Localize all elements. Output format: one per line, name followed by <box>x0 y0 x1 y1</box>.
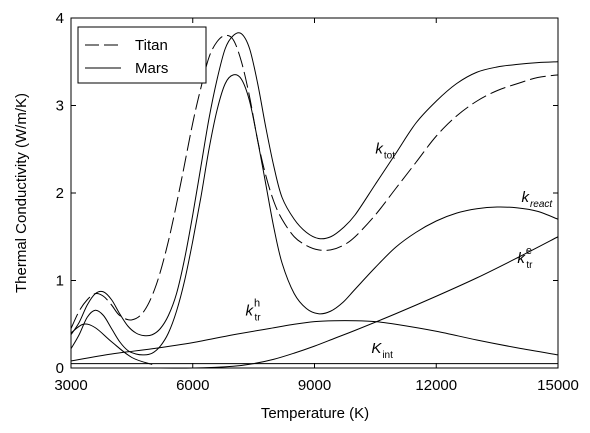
y-axis-label: Thermal Conductivity (W/m/K) <box>13 93 30 293</box>
x-axis-label: Temperature (K) <box>261 405 369 422</box>
curve-label-tr: ke tr <box>517 245 533 271</box>
series-line-2 <box>70 32 559 337</box>
series-line-3 <box>70 74 559 356</box>
series-line-4 <box>70 323 153 365</box>
axis-tick-labels: 3000 6000 9000 12000 15000 0 1 2 3 4 <box>54 10 579 394</box>
legend-box <box>77 26 207 84</box>
y-tick-label: 3 <box>56 98 64 115</box>
legend-label-titan: Titan <box>135 37 168 54</box>
y-tick-label: 4 <box>56 10 64 27</box>
series-line-5 <box>70 320 559 362</box>
axis-ticks <box>70 17 559 369</box>
curve-annotations: ktot kreact ke tr kh tr Kint <box>246 141 554 362</box>
x-tick-label: 9000 <box>298 377 331 394</box>
y-tick-label: 2 <box>56 185 64 202</box>
x-tick-label: 15000 <box>537 377 579 394</box>
x-tick-label: 12000 <box>415 377 457 394</box>
legend: Titan Mars <box>77 26 207 84</box>
curve-label-tr: kh tr <box>246 298 262 324</box>
series-line-6 <box>152 236 559 369</box>
curve-label-tot: ktot <box>375 141 395 162</box>
y-tick-label: 0 <box>56 360 64 377</box>
legend-label-mars: Mars <box>135 60 168 77</box>
y-tick-label: 1 <box>56 273 64 290</box>
x-tick-label: 6000 <box>176 377 209 394</box>
curve-label-int: Kint <box>371 340 393 361</box>
curve-label-react: kreact <box>521 189 553 210</box>
x-tick-label: 3000 <box>54 377 87 394</box>
